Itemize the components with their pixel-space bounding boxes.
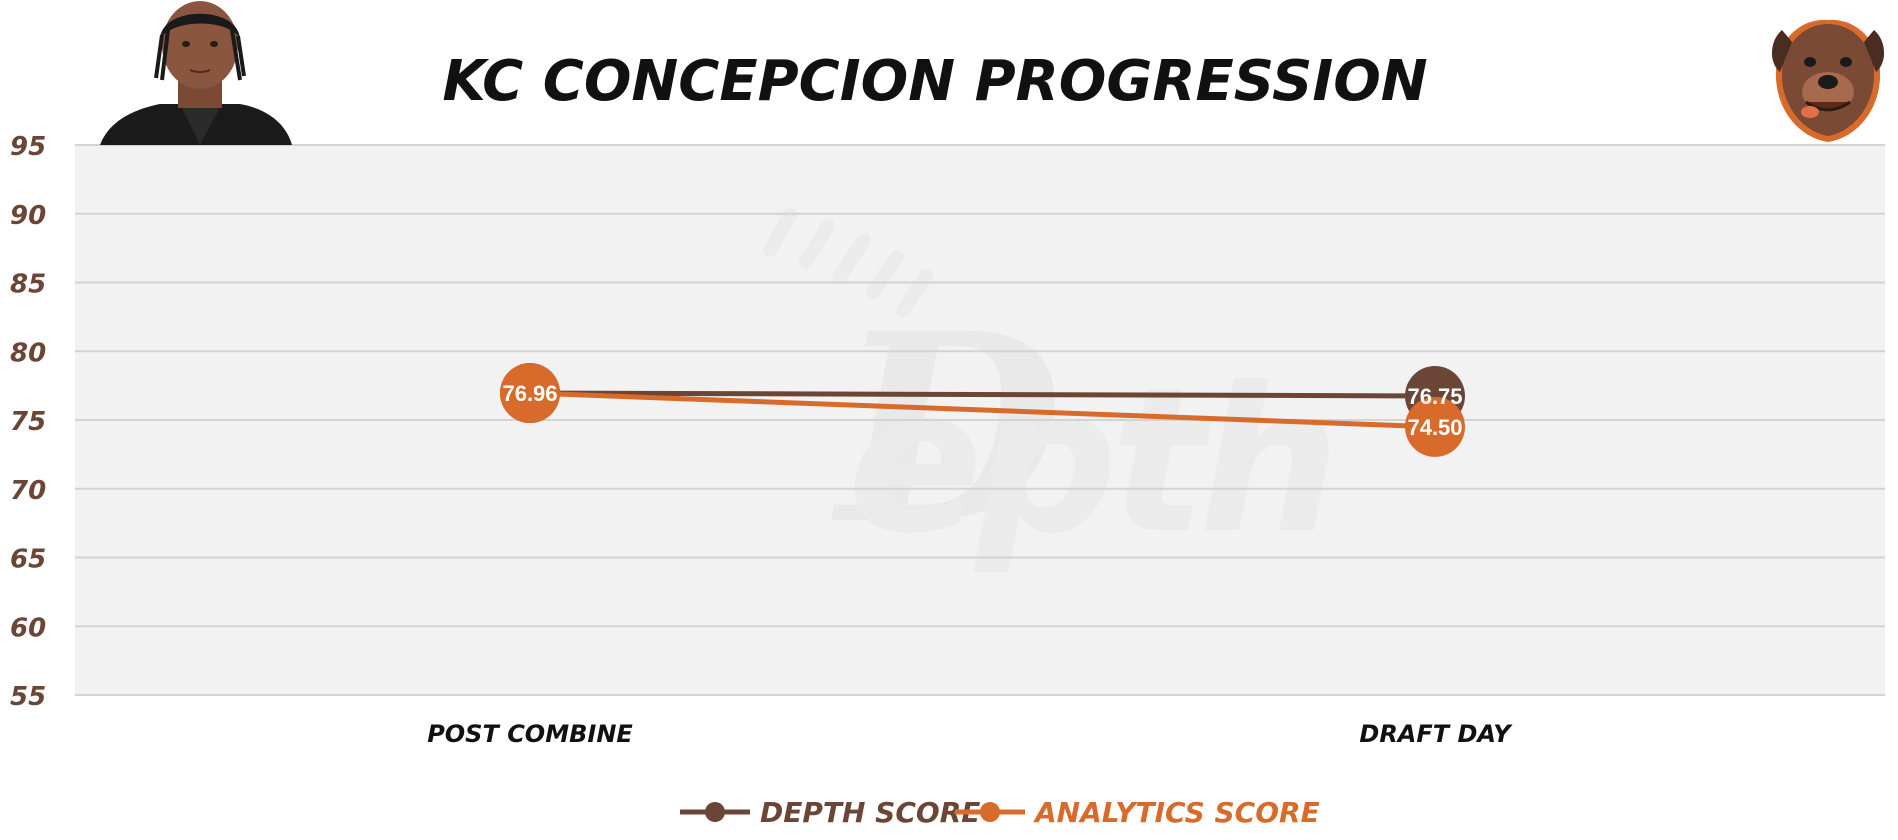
- y-tick-label: 65: [10, 545, 46, 575]
- player-photo: [100, 1, 292, 145]
- legend-swatch-dot: [980, 802, 1000, 822]
- y-tick-label: 70: [10, 476, 46, 506]
- x-axis: POST COMBINE DRAFT DAY: [427, 720, 1513, 748]
- legend-label: DEPTH SCORE: [760, 796, 980, 829]
- y-tick-label: 55: [10, 682, 46, 712]
- x-tick-label: DRAFT DAY: [1359, 720, 1513, 748]
- series-line: [529, 390, 1436, 430]
- grid: [75, 144, 1885, 696]
- y-tick-label: 80: [10, 338, 46, 368]
- dog-mascot-logo: [1771, 19, 1885, 142]
- data-label: 76.96: [502, 381, 557, 406]
- x-tick-label: POST COMBINE: [427, 720, 633, 748]
- legend-label: ANALYTICS SCORE: [1033, 796, 1320, 829]
- legend-swatch-dot: [705, 802, 725, 822]
- data-point: [500, 363, 560, 424]
- svg-text:D: D: [829, 277, 1065, 582]
- series-line: [529, 390, 1436, 399]
- y-tick-label: 60: [10, 613, 46, 643]
- y-tick-label: 85: [10, 270, 46, 300]
- y-tick-label: 90: [10, 201, 46, 231]
- y-tick-label: 95: [10, 132, 46, 162]
- depth-watermark: D epth: [763, 208, 1340, 582]
- data-label: 76.75: [1407, 384, 1462, 409]
- data-point: [1405, 396, 1465, 457]
- chart-title: KC CONCEPCION PROGRESSION: [442, 49, 1427, 114]
- svg-text:epth: epth: [848, 345, 1333, 578]
- y-tick-label: 75: [10, 407, 46, 437]
- data-label: 74.50: [1407, 415, 1462, 440]
- legend: DEPTH SCORE ANALYTICS SCORE: [680, 796, 1320, 829]
- series: 76.75 76.96 74.50: [500, 363, 1465, 457]
- y-axis: 95 90 85 80 75 70 65 60 55: [10, 132, 46, 712]
